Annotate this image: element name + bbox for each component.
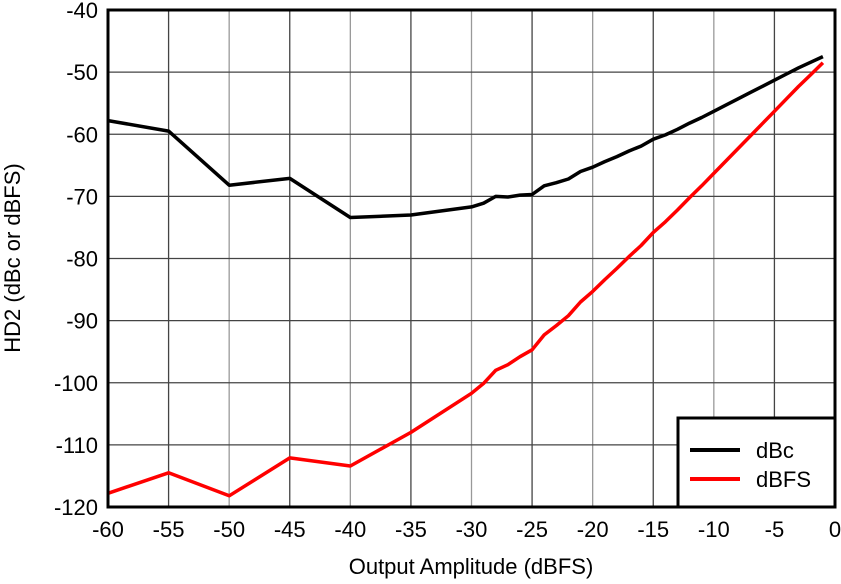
x-tick-label: -55 xyxy=(153,517,185,542)
x-axis-label: Output Amplitude (dBFS) xyxy=(349,554,594,579)
y-tick-labels: -40 -50 -60 -70 -80 -90 -100 -110 -120 xyxy=(54,0,98,520)
x-tick-label: -5 xyxy=(765,517,785,542)
x-tick-label: -45 xyxy=(274,517,306,542)
x-tick-label: -15 xyxy=(637,517,669,542)
legend: dBc dBFS xyxy=(678,418,835,507)
x-tick-label: 0 xyxy=(829,517,841,542)
y-tick-label: -100 xyxy=(54,371,98,396)
y-tick-label: -60 xyxy=(66,122,98,147)
x-tick-label: -10 xyxy=(698,517,730,542)
x-tick-label: -60 xyxy=(92,517,124,542)
y-tick-label: -40 xyxy=(66,0,98,23)
legend-label-dbc: dBc xyxy=(756,438,794,463)
x-tick-label: -35 xyxy=(395,517,427,542)
x-tick-label: -20 xyxy=(577,517,609,542)
x-tick-label: -40 xyxy=(334,517,366,542)
x-tick-label: -25 xyxy=(516,517,548,542)
series-line-dbc xyxy=(108,57,823,218)
y-tick-label: -110 xyxy=(56,433,98,458)
legend-label-dbfs: dBFS xyxy=(756,467,811,492)
y-tick-label: -70 xyxy=(66,184,98,209)
x-tick-label: -30 xyxy=(456,517,488,542)
y-tick-label: -50 xyxy=(66,60,98,85)
x-tick-label: -50 xyxy=(213,517,245,542)
y-axis-label: HD2 (dBc or dBFS) xyxy=(0,163,25,353)
y-tick-label: -90 xyxy=(66,309,98,334)
y-tick-label: -80 xyxy=(66,247,98,272)
y-tick-label: -120 xyxy=(54,495,98,520)
